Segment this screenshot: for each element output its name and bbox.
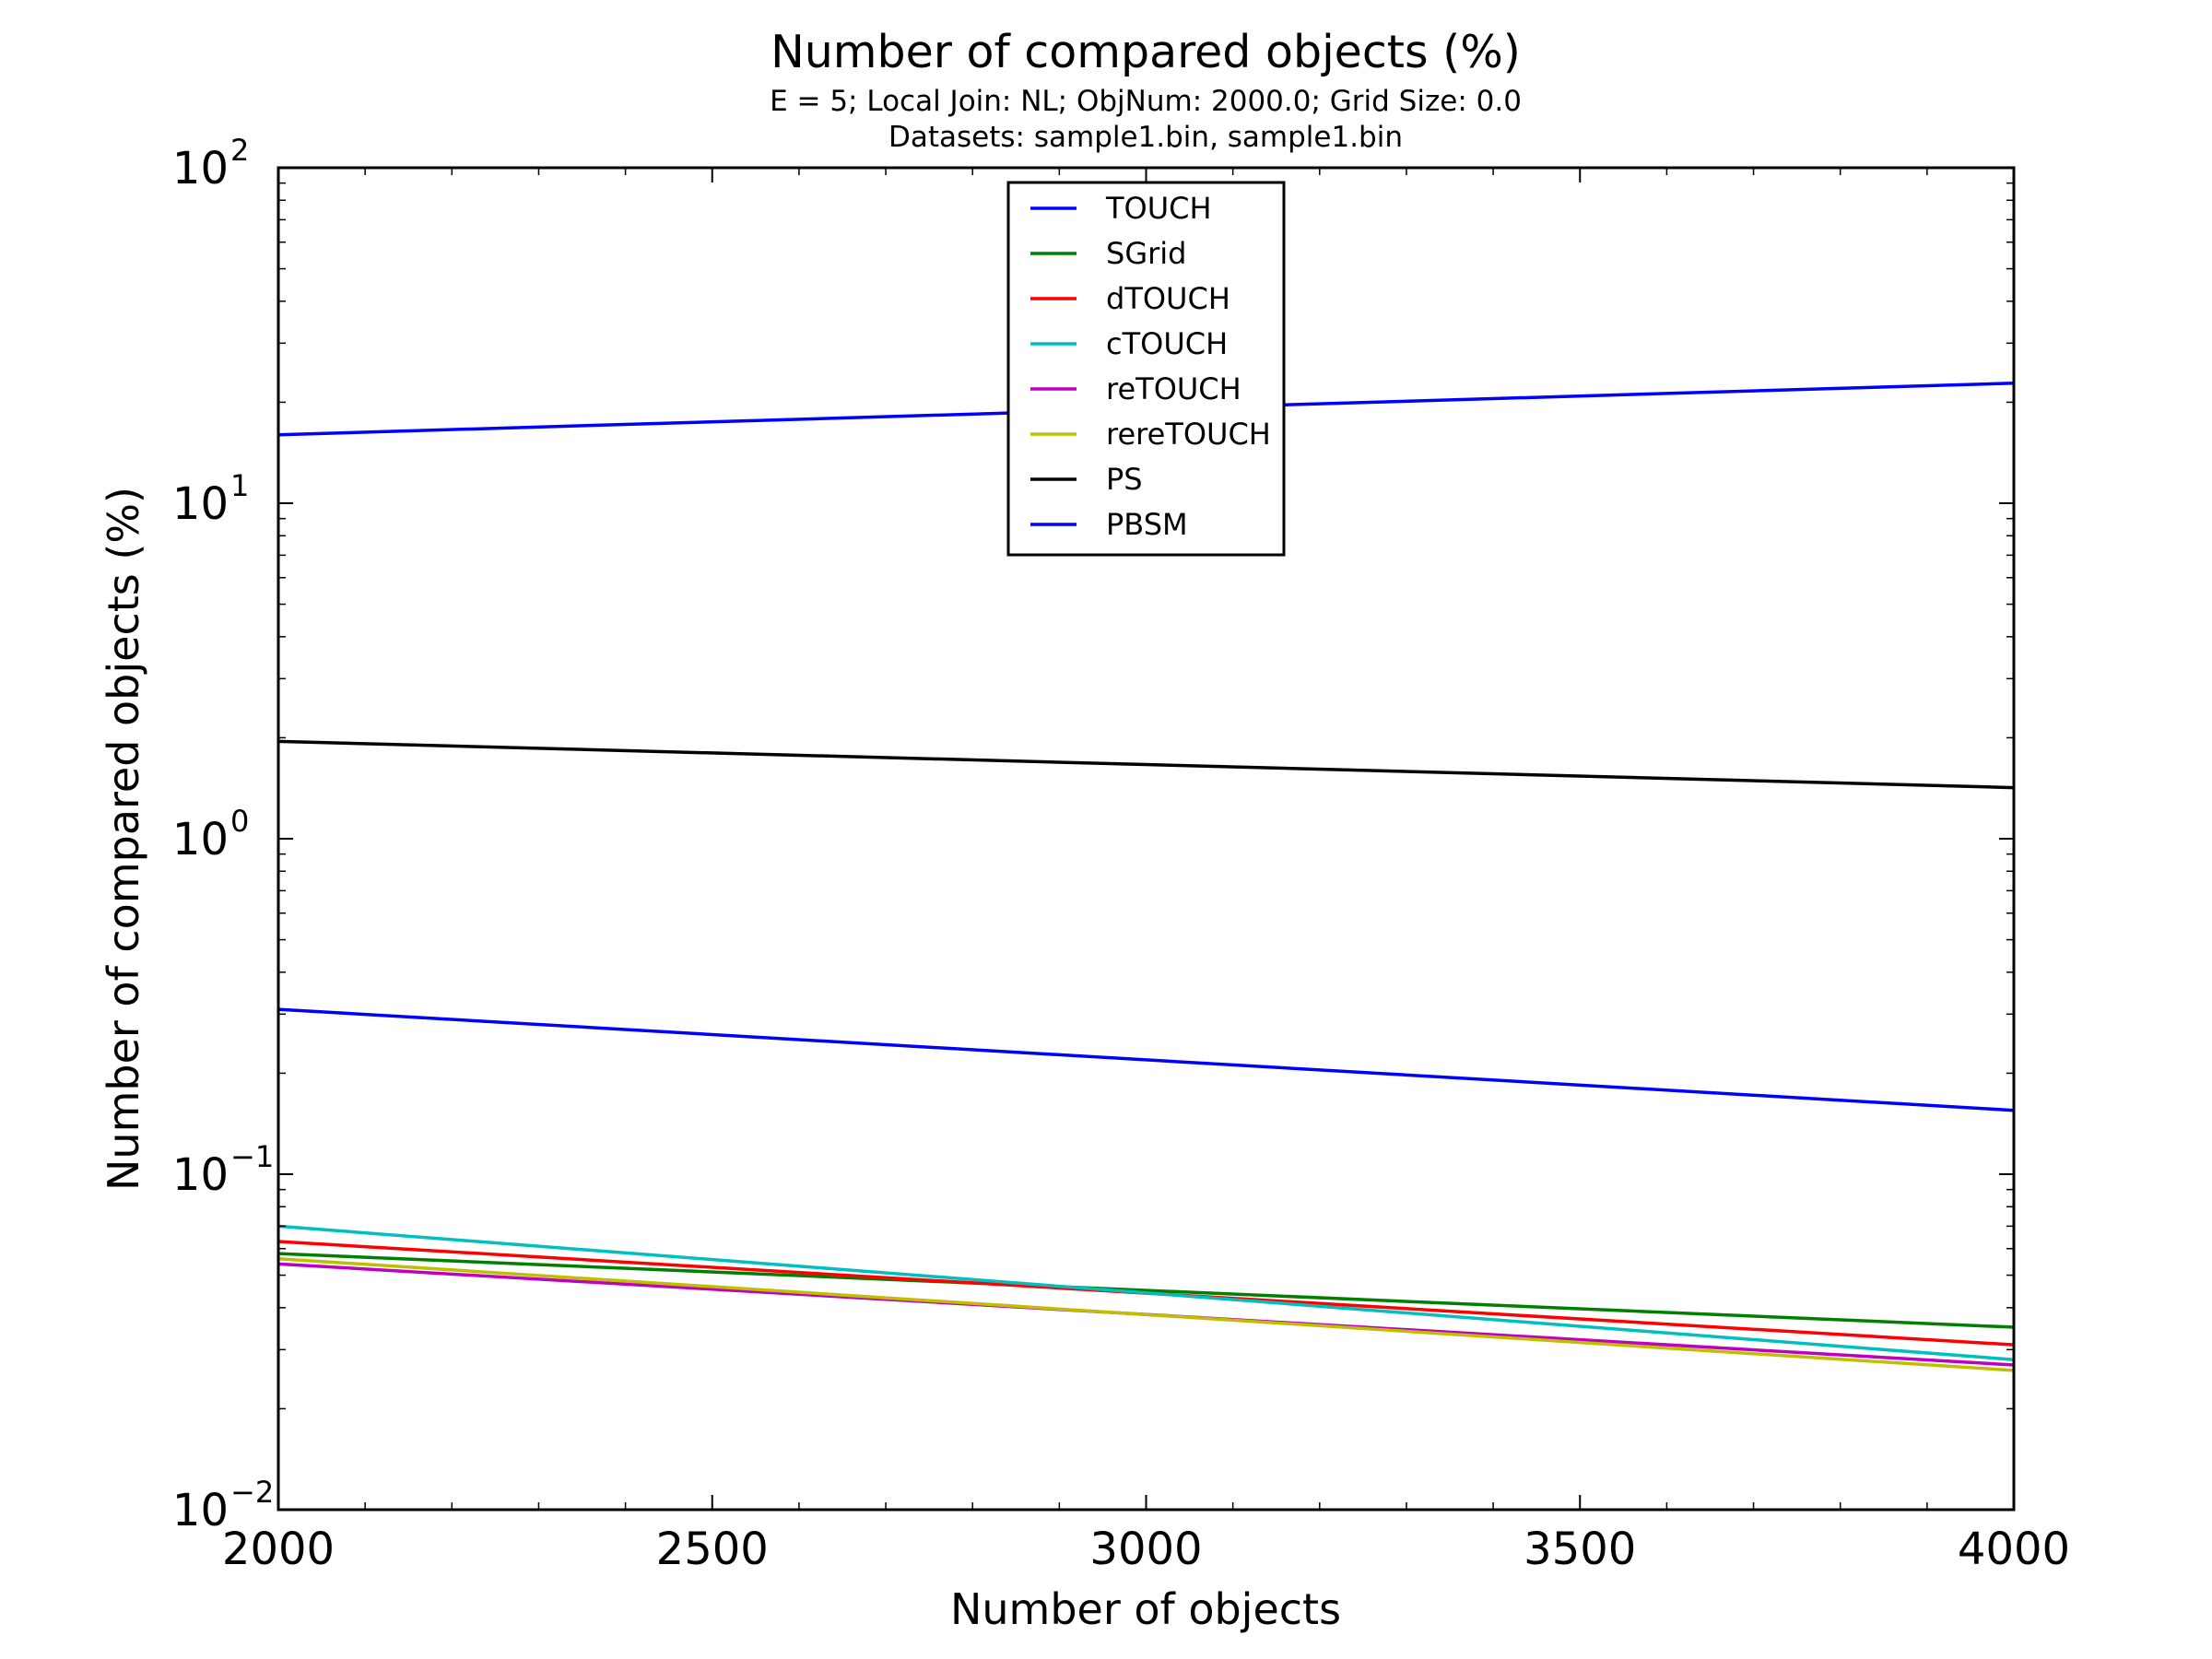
y-tick-label-base: 10 — [172, 143, 229, 194]
chart-subtitle-line-1: E = 5; Local Join: NL; ObjNum: 2000.0; G… — [770, 85, 1522, 118]
x-tick-label: 3500 — [1524, 1524, 1636, 1575]
x-tick-label: 3000 — [1089, 1524, 1202, 1575]
y-tick-label-base: 10 — [172, 478, 229, 530]
y-axis-label: Number of compared objects (%) — [99, 487, 148, 1191]
legend-label-reretouch: rereTOUCH — [1106, 417, 1271, 452]
legend-label-touch: TOUCH — [1105, 191, 1212, 226]
y-tick-label-exponent: −2 — [230, 1475, 274, 1510]
y-tick-label-base: 10 — [172, 814, 229, 865]
y-tick-label-exponent: 2 — [230, 133, 249, 168]
y-tick-label-base: 10 — [172, 1485, 229, 1536]
chart-subtitle-line-2: Datasets: sample1.bin, sample1.bin — [888, 121, 1403, 154]
y-tick-label-exponent: 1 — [230, 468, 249, 503]
plot-frame — [276, 166, 2016, 1512]
y-tick-label-exponent: −1 — [230, 1139, 274, 1174]
x-tick-label: 2500 — [656, 1524, 769, 1575]
series-line-pbsm — [277, 1007, 2015, 1112]
chart-title: Number of compared objects (%) — [771, 26, 1521, 78]
legend-box — [1006, 181, 1286, 557]
x-tick-label: 4000 — [1958, 1524, 2070, 1575]
series-line-reretouch — [277, 1256, 2015, 1372]
y-tick-label-base: 10 — [172, 1149, 229, 1201]
x-tick-label: 2000 — [222, 1524, 335, 1575]
y-tick-label-exponent: 0 — [230, 804, 249, 839]
legend-label-pbsm: PBSM — [1106, 507, 1188, 542]
series-line-ps — [277, 739, 2015, 790]
legend-label-dtouch: dTOUCH — [1106, 281, 1230, 316]
series-layer — [277, 381, 2015, 1372]
series-line-ctouch — [277, 1224, 2015, 1361]
legend-label-retouch: reTOUCH — [1106, 371, 1241, 406]
legend-label-sgrid: SGrid — [1106, 236, 1186, 271]
x-axis-label: Number of objects — [950, 1584, 1341, 1634]
legend-label-ps: PS — [1106, 462, 1143, 497]
legend: TOUCH SGrid dTOUCH cTOUCH reTOUCH rereTOUCH PS… — [1006, 181, 1286, 557]
series-line-sgrid — [277, 1252, 2015, 1329]
legend-label-ctouch: cTOUCH — [1106, 326, 1228, 361]
